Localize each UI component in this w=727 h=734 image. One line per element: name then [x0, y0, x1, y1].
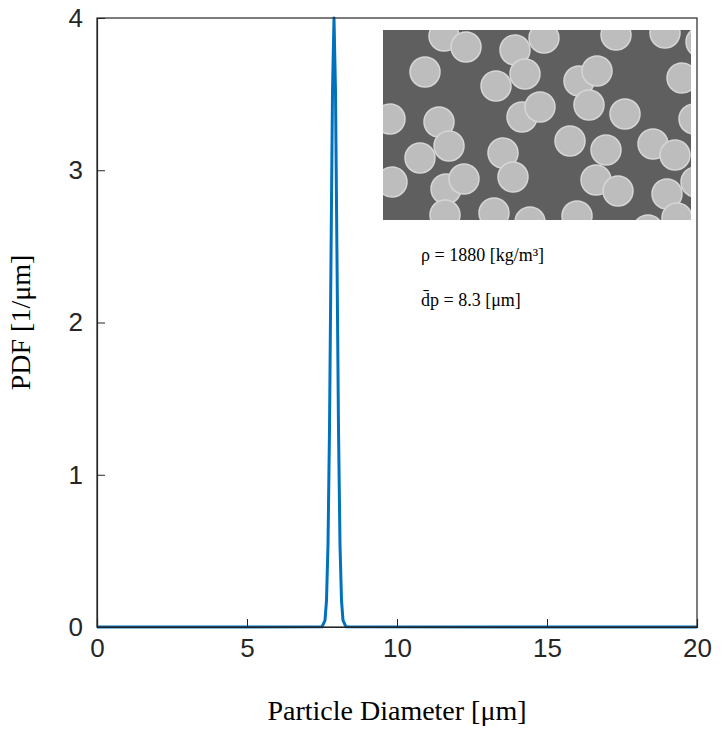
x-tick-label: 5	[240, 633, 254, 663]
y-tick-mark	[97, 475, 105, 476]
series	[97, 18, 697, 627]
inset-particle	[662, 203, 691, 220]
inset-particle	[449, 164, 479, 194]
pdf-line	[97, 18, 697, 627]
annotation: d̄p = 8.3 [μm]	[421, 290, 521, 310]
inset-particle	[410, 57, 440, 87]
inset-image	[383, 30, 691, 220]
inset-particle	[529, 30, 559, 53]
inset-particle	[515, 207, 545, 220]
y-axis-title: PDF [1/μm]	[5, 255, 36, 391]
x-axis-line	[98, 619, 698, 628]
inset-particle	[660, 140, 690, 170]
inset-particle	[667, 63, 691, 93]
y-tick: 1	[69, 460, 105, 490]
inset-particle	[383, 104, 405, 134]
y-tick-mark	[97, 170, 105, 171]
x-tick-label: 10	[383, 633, 412, 663]
inset-particle	[681, 167, 691, 197]
inset-particle	[574, 90, 604, 120]
y-axis-line	[98, 19, 106, 628]
x-tick-mark	[547, 619, 548, 627]
inset-background	[383, 30, 691, 220]
y-tick-label: 4	[69, 3, 83, 33]
x-tick: 15	[533, 619, 562, 663]
plot-area: 0 5 10 15 20 0 1 2 3 4	[69, 3, 727, 664]
annotation: ρ = 1880 [kg/m³]	[421, 245, 544, 265]
inset-particle	[498, 162, 528, 192]
inset-particle	[610, 99, 640, 129]
inset-particle	[405, 143, 435, 173]
inset-particle	[481, 71, 511, 101]
y-tick-label: 0	[69, 612, 83, 642]
inset-particle	[679, 104, 691, 134]
y-tick: 3	[69, 155, 105, 185]
y-tick: 2	[69, 307, 105, 337]
y-tick-label: 2	[69, 307, 83, 337]
x-axis: 0 5 10 15 20	[90, 619, 712, 663]
chart: 0 5 10 15 20 0 1 2 3 4 Particle Diameter [μm] PDF […	[0, 0, 727, 734]
inset-particle	[650, 30, 680, 48]
x-tick-mark	[247, 619, 248, 627]
inset-particle	[582, 56, 612, 86]
inset-particle	[591, 135, 621, 165]
y-tick-mark	[97, 323, 105, 324]
inset-particle	[434, 131, 464, 161]
x-tick: 10	[383, 619, 412, 663]
inset-particle	[451, 32, 481, 62]
inset-particle	[686, 30, 691, 57]
x-tick-label: 20	[683, 633, 712, 663]
inset-particle	[479, 198, 509, 220]
inset-particle	[601, 30, 631, 50]
inset-particle	[383, 167, 407, 197]
x-axis-title: Particle Diameter [μm]	[267, 695, 526, 726]
inset-particle	[510, 59, 540, 89]
inset-particle	[633, 215, 663, 220]
plot-frame	[97, 18, 697, 627]
inset-particle	[562, 201, 592, 220]
inset-particle	[555, 126, 585, 156]
x-tick-label: 15	[533, 633, 562, 663]
x-tick-label: 0	[90, 633, 104, 663]
y-tick-label: 1	[69, 460, 83, 490]
y-tick-label: 3	[69, 155, 83, 185]
inset-particle	[525, 92, 555, 122]
inset-particle	[603, 176, 633, 206]
x-tick-mark	[397, 619, 398, 627]
x-tick: 5	[240, 619, 254, 663]
inset-particle	[430, 200, 460, 220]
y-axis: 0 1 2 3 4	[69, 3, 105, 642]
